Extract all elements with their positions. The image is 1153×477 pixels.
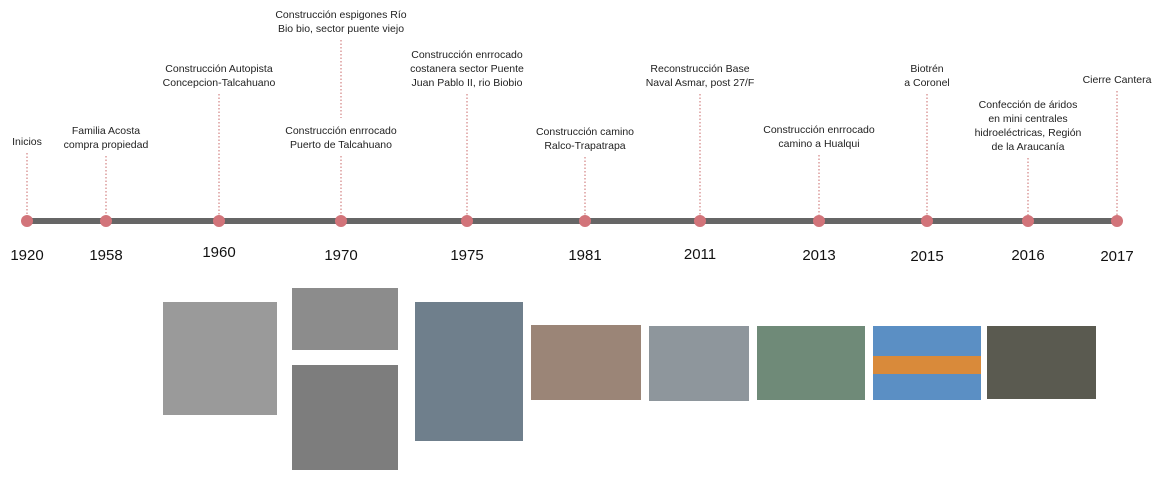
event-dot xyxy=(921,215,933,227)
photo xyxy=(292,365,398,470)
photo xyxy=(531,325,641,400)
event-label: Construcción enrrocado xyxy=(411,49,523,61)
event-label: compra propiedad xyxy=(64,139,149,151)
event-label: Familia Acosta xyxy=(72,125,140,137)
event-label: Bio bio, sector puente viejo xyxy=(278,23,404,35)
event-label: Juan Pablo II, rio Biobio xyxy=(412,77,523,89)
year-label: 2013 xyxy=(802,247,835,264)
year-label: 2015 xyxy=(910,248,943,265)
year-label: 1975 xyxy=(450,247,483,264)
photos xyxy=(163,288,1096,470)
event-label: Biotrén xyxy=(910,63,943,75)
event-dot xyxy=(100,215,112,227)
event-dot xyxy=(335,215,347,227)
year-label: 1958 xyxy=(89,247,122,264)
photo xyxy=(292,288,398,350)
year-label: 2011 xyxy=(684,246,716,263)
event-label: Inicios xyxy=(12,136,42,148)
event-dot xyxy=(21,215,33,227)
event-dot xyxy=(213,215,225,227)
event-label: Puerto de Talcahuano xyxy=(290,139,392,151)
event-dot xyxy=(1111,215,1123,227)
event-dot xyxy=(694,215,706,227)
photo xyxy=(757,326,865,400)
event-label: Construcción espigones Río xyxy=(275,9,406,21)
photo xyxy=(987,326,1096,399)
photo xyxy=(873,356,981,374)
event-label: Construcción enrrocado xyxy=(285,125,397,137)
event-label: Ralco-Trapatrapa xyxy=(544,140,625,152)
event-label: Confección de áridos xyxy=(979,99,1078,111)
year-label: 1970 xyxy=(324,247,357,264)
event-label: Construcción camino xyxy=(536,126,634,138)
event-label: a Coronel xyxy=(904,77,950,89)
event-dot xyxy=(579,215,591,227)
event-dot xyxy=(461,215,473,227)
event-label: costanera sector Puente xyxy=(410,63,524,75)
event-label: Construcción enrrocado xyxy=(763,124,875,136)
year-label: 2017 xyxy=(1100,248,1133,265)
event-label: de la Araucanía xyxy=(992,141,1065,153)
event-label: Construcción Autopista xyxy=(165,63,273,75)
event-label: Concepcion-Talcahuano xyxy=(163,77,276,89)
event-label: en mini centrales xyxy=(988,113,1067,125)
event-dot xyxy=(813,215,825,227)
event-label: Naval Asmar, post 27/F xyxy=(646,77,755,89)
photo xyxy=(163,302,277,415)
event-label: Reconstrucción Base xyxy=(650,63,749,75)
photo xyxy=(649,326,749,401)
event-dot xyxy=(1022,215,1034,227)
year-label: 1981 xyxy=(568,247,601,264)
event-label: camino a Hualqui xyxy=(778,138,859,150)
year-label: 1920 xyxy=(10,247,43,264)
year-label: 2016 xyxy=(1011,247,1044,264)
event-label: Cierre Cantera xyxy=(1083,74,1152,86)
year-label: 1960 xyxy=(202,244,235,261)
event-label: hidroeléctricas, Región xyxy=(975,127,1082,139)
photo xyxy=(415,302,523,441)
